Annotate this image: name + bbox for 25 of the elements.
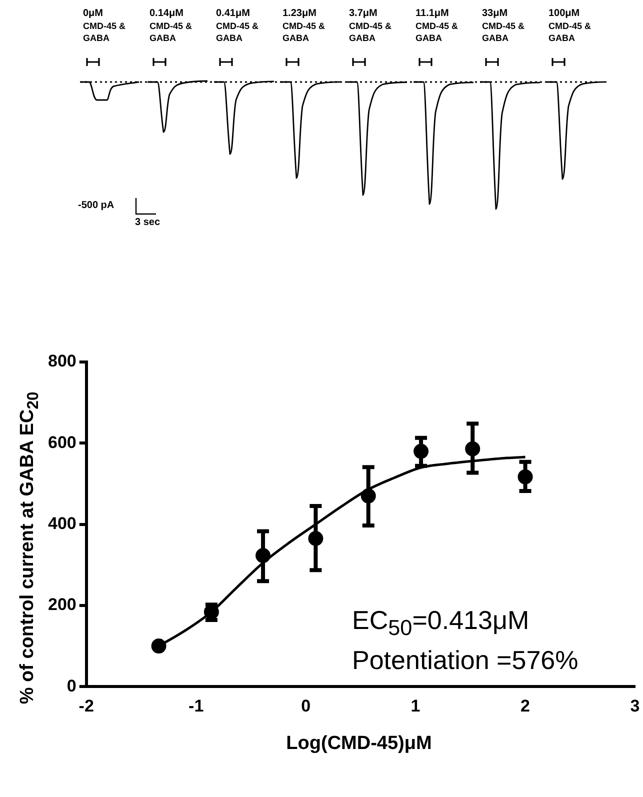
x-tick-label: 1 <box>410 696 420 716</box>
text: 0.41μM CMD-45 & GABA <box>216 8 260 44</box>
y-tick-label: 200 <box>48 595 76 614</box>
y-tick-label: 600 <box>48 432 76 452</box>
x-tick-label: -1 <box>188 696 204 716</box>
text: 33μM CMD-45 & GABA <box>482 8 526 44</box>
text: -500 pA <box>78 200 114 211</box>
text: 0.14μM CMD-45 & GABA <box>150 8 194 44</box>
x-tick-label: 0 <box>301 696 311 716</box>
text: 11.1μM CMD-45 & GABA <box>416 8 460 44</box>
annotation: Potentiation =576% <box>352 645 578 676</box>
x-axis-title: Log(CMD-45)μM <box>285 733 433 755</box>
x-tick-label: -2 <box>78 696 94 716</box>
y-tick-label: 400 <box>48 514 76 533</box>
text: 100μM CMD-45 & GABA <box>548 8 592 44</box>
text: 3 sec <box>135 217 160 228</box>
annotation: EC$_{50}$=0.413μM <box>352 605 530 642</box>
x-tick-label: 2 <box>520 696 530 716</box>
text: 1.23μM CMD-45 & GABA <box>282 8 326 44</box>
y-tick-label: 0 <box>66 676 76 696</box>
text: 3.7μM CMD-45 & GABA <box>349 8 393 44</box>
text: 0μM CMD-45 & GABA <box>83 8 127 44</box>
point <box>151 638 166 654</box>
x-tick-label: 3 <box>630 696 640 716</box>
y-tick-label: 800 <box>48 352 76 371</box>
